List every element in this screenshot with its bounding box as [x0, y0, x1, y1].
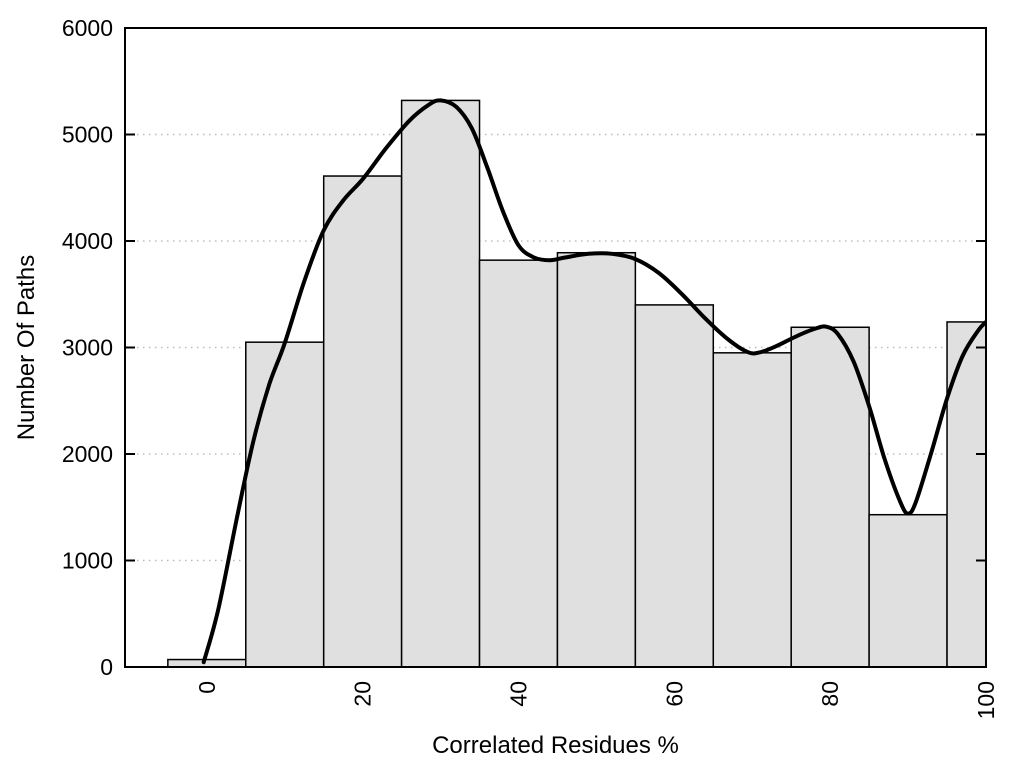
- y-tick-label: 0: [100, 654, 113, 680]
- histogram-bar: [322, 175, 403, 667]
- density-curve: [201, 98, 986, 665]
- y-tick-label: 1000: [62, 548, 113, 574]
- histogram-bar: [400, 99, 481, 667]
- x-axis-tick-labels: 0 20 40 60 80 100: [194, 681, 999, 719]
- histogram-bar: [167, 658, 247, 667]
- y-tick-label: 3000: [62, 335, 113, 361]
- y-tick-label: 4000: [62, 228, 113, 254]
- histogram-bar: [868, 513, 948, 667]
- x-tick-label: 0: [194, 681, 220, 694]
- plot-border: [124, 27, 987, 668]
- histogram-bar: [478, 259, 559, 667]
- histogram-bar: [790, 326, 870, 667]
- histogram-bar: [712, 352, 792, 667]
- y-tick-label: 6000: [62, 15, 113, 41]
- y-tick-label: 5000: [62, 122, 113, 148]
- histogram-bars: [167, 99, 986, 667]
- x-tick-label: 100: [973, 681, 999, 719]
- x-tick-label: 80: [817, 681, 843, 707]
- y-axis-ticks: [125, 133, 986, 562]
- y-tick-label: 2000: [62, 441, 113, 467]
- density-curve-path: [201, 98, 986, 665]
- x-tick-label: 60: [661, 681, 687, 707]
- histogram-bar: [634, 304, 715, 667]
- x-axis-title: Correlated Residues %: [432, 732, 679, 759]
- y-axis-title: Number Of Paths: [13, 255, 40, 440]
- y-axis-tick-labels: 0 1000 2000 3000 4000 5000 6000: [62, 15, 113, 680]
- x-tick-label: 20: [350, 681, 376, 707]
- x-tick-label: 40: [506, 681, 532, 707]
- histogram-bar: [245, 341, 325, 667]
- histogram-bar: [556, 251, 637, 667]
